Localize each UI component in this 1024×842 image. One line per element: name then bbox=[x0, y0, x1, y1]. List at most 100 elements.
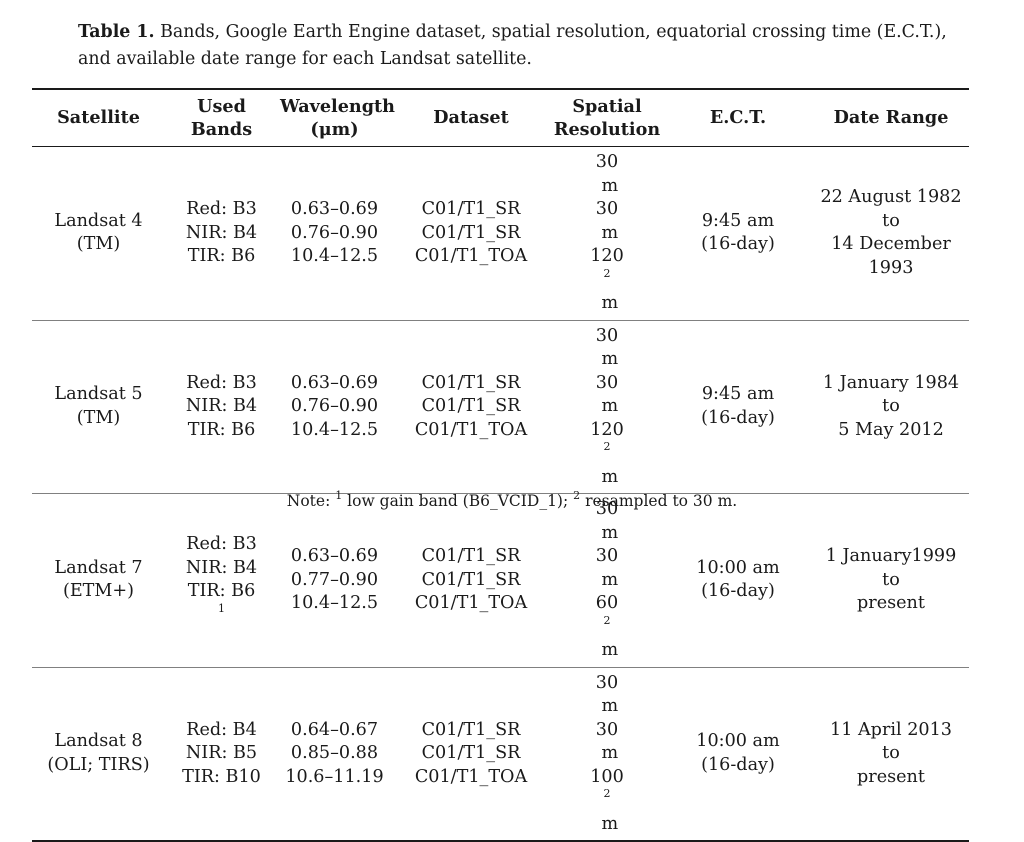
resolution-cell: 30 m 30 m 100 2 m bbox=[551, 667, 663, 841]
date-range-cell-line: 1 January 1984 bbox=[822, 372, 960, 393]
table-note: Note: 1 low gain band (B6_VCID_1); 2 res… bbox=[0, 489, 1024, 513]
wavelength-cell-line: 0.63–0.69 bbox=[290, 546, 379, 566]
satellite-cell-line: (TM) bbox=[76, 234, 121, 255]
band-line: NIR: B4 bbox=[167, 395, 276, 419]
dataset-cell: C01/T1_SR C01/T1_SR C01/T1_TOA bbox=[391, 147, 551, 321]
dataset-cell-line: C01/T1_TOA bbox=[414, 419, 528, 440]
ect-cell: 9:45 am (16-day) bbox=[663, 320, 813, 494]
resolution-unit: m bbox=[595, 640, 619, 660]
dataset-cell: C01/T1_SR C01/T1_SR C01/T1_TOA bbox=[391, 494, 551, 668]
resolution-unit: m bbox=[595, 569, 619, 590]
dataset-cell-line: C01/T1_SR bbox=[421, 719, 521, 740]
resolution-line: 30 m bbox=[553, 325, 661, 372]
dataset-cell-line: C01/T1_SR bbox=[421, 199, 521, 219]
column-header-line: Resolution bbox=[553, 119, 661, 140]
date-range-cell-line: present bbox=[857, 766, 925, 787]
ect-cell-line: (16-day) bbox=[701, 754, 775, 775]
resolution-unit: m bbox=[595, 813, 619, 834]
bands-cell: Red: B3 NIR: B4 TIR: B6 1 bbox=[165, 494, 278, 668]
band-line: TIR: B6 bbox=[167, 245, 276, 269]
satellite-cell-line: Landsat 4 bbox=[54, 210, 143, 231]
wavelength-cell-line: 0.76–0.90 bbox=[290, 222, 379, 243]
wavelength-cell-line: 0.76–0.90 bbox=[290, 396, 379, 416]
band-footnote: 1 bbox=[218, 601, 225, 615]
resolution-footnote: 2 bbox=[603, 787, 611, 801]
band-text: Red: B3 bbox=[186, 534, 257, 555]
band-line: Red: B4 bbox=[167, 719, 276, 743]
date-range-cell-line: to bbox=[882, 396, 900, 416]
wavelength-cell: 0.63–0.69 0.76–0.90 10.4–12.5 bbox=[278, 147, 391, 321]
dataset-cell-line: C01/T1_TOA bbox=[414, 593, 528, 613]
resolution-line: 100 2 m bbox=[553, 766, 661, 837]
note-sup-2: 2 bbox=[573, 488, 581, 502]
ect-cell-line: 9:45 am bbox=[701, 210, 775, 231]
band-line: NIR: B5 bbox=[167, 742, 276, 766]
column-header: Satellite bbox=[32, 89, 165, 147]
satellite-cell: Landsat 4 (TM) bbox=[32, 147, 165, 321]
table-row: Landsat 7 (ETM+) Red: B3 NIR: B4 TIR: B6 1 0.6… bbox=[32, 494, 969, 668]
satellite-cell-line: (ETM+) bbox=[62, 581, 135, 602]
wavelength-cell-line: 0.64–0.67 bbox=[290, 719, 379, 740]
resolution-line: 30 m bbox=[553, 545, 661, 592]
column-header-line: Date Range bbox=[833, 107, 949, 129]
band-text: Red: B4 bbox=[186, 719, 257, 740]
resolution-line: 30 m bbox=[553, 672, 661, 719]
resolution-cell: 30 m 30 m 60 2 m bbox=[551, 494, 663, 668]
resolution-value: 120 bbox=[590, 246, 624, 266]
dataset-cell-line: C01/T1_SR bbox=[421, 222, 521, 243]
resolution-line: 30 m bbox=[553, 151, 661, 198]
band-line: NIR: B4 bbox=[167, 557, 276, 581]
column-header-line: (μm) bbox=[310, 119, 359, 140]
ect-cell: 10:00 am (16-day) bbox=[663, 494, 813, 668]
column-header: Wavelength (μm) bbox=[278, 89, 395, 147]
caption-label: Table 1. bbox=[78, 22, 155, 42]
column-header-line: Bands bbox=[190, 119, 253, 140]
resolution-value: 30 bbox=[595, 152, 619, 172]
bands-cell: Red: B4 NIR: B5 TIR: B10 bbox=[165, 667, 278, 841]
band-text: TIR: B6 bbox=[187, 246, 256, 266]
dataset-cell-line: C01/T1_SR bbox=[421, 372, 521, 393]
dataset-cell-line: C01/T1_SR bbox=[421, 569, 521, 590]
resolution-value: 30 bbox=[595, 546, 619, 566]
date-range-cell-line: to bbox=[882, 210, 900, 231]
wavelength-cell-line: 0.85–0.88 bbox=[290, 743, 379, 763]
band-text: TIR: B6 bbox=[187, 581, 256, 602]
dataset-cell-line: C01/T1_SR bbox=[421, 546, 521, 566]
column-header: Used Bands bbox=[165, 89, 278, 147]
resolution-unit: m bbox=[595, 743, 619, 763]
date-range-cell-line: 1993 bbox=[868, 257, 914, 278]
satellite-cell: Landsat 5 (TM) bbox=[32, 320, 165, 494]
date-range-cell: 1 January 1984 to 5 May 2012 bbox=[813, 320, 969, 494]
band-line: Red: B3 bbox=[167, 533, 276, 557]
resolution-line: 30 m bbox=[553, 719, 661, 766]
date-range-cell: 11 April 2013 to present bbox=[813, 667, 969, 841]
date-range-cell-line: present bbox=[857, 593, 925, 613]
resolution-unit: m bbox=[595, 396, 619, 416]
resolution-unit: m bbox=[595, 293, 619, 313]
satellite-cell-line: (OLI; TIRS) bbox=[47, 754, 150, 775]
wavelength-cell-line: 10.4–12.5 bbox=[290, 593, 379, 613]
note-text-2: resampled to 30 m. bbox=[580, 492, 738, 510]
satellite-cell-line: (TM) bbox=[76, 407, 121, 428]
satellite-cell: Landsat 7 (ETM+) bbox=[32, 494, 165, 668]
date-range-cell-line: to bbox=[882, 569, 900, 590]
wavelength-cell-line: 10.6–11.19 bbox=[285, 766, 384, 787]
resolution-cell: 30 m 30 m 120 2 m bbox=[551, 320, 663, 494]
wavelength-cell-line: 0.77–0.90 bbox=[290, 569, 379, 590]
wavelength-cell-line: 0.63–0.69 bbox=[290, 199, 379, 219]
band-text: NIR: B4 bbox=[185, 396, 258, 416]
date-range-cell: 1 January1999 to present bbox=[813, 494, 969, 668]
band-text: NIR: B4 bbox=[185, 557, 258, 578]
resolution-line: 30 m bbox=[553, 198, 661, 245]
column-header-line: Dataset bbox=[433, 107, 509, 129]
resolution-footnote: 2 bbox=[603, 613, 611, 627]
date-range-cell-line: to bbox=[882, 743, 900, 763]
satellite-cell-line: Landsat 7 bbox=[54, 557, 143, 578]
wavelength-cell: 0.64–0.67 0.85–0.88 10.6–11.19 bbox=[278, 667, 391, 841]
band-line: TIR: B6 bbox=[167, 419, 276, 443]
resolution-unit: m bbox=[595, 466, 619, 487]
resolution-unit: m bbox=[595, 222, 619, 243]
resolution-unit: m bbox=[595, 349, 619, 369]
satellite-cell-line: Landsat 8 bbox=[54, 731, 143, 752]
band-text: TIR: B6 bbox=[187, 419, 256, 440]
